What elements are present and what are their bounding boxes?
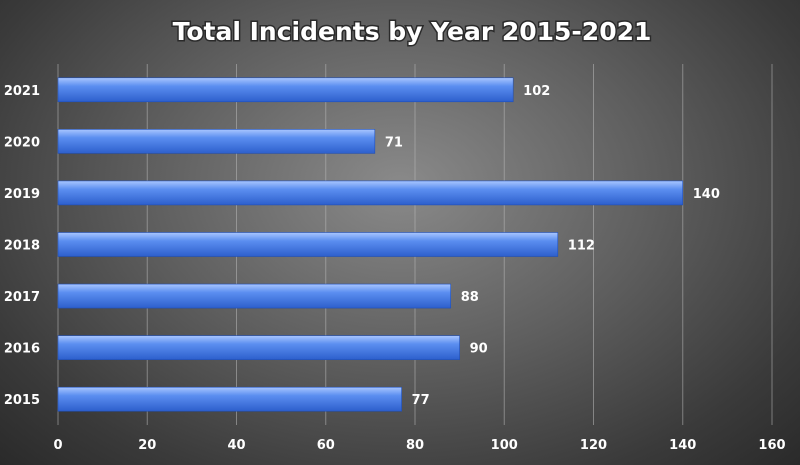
bar-2016 xyxy=(57,335,460,360)
bars xyxy=(57,77,684,412)
data-label-2018: 112 xyxy=(568,239,595,254)
data-label-2020: 71 xyxy=(385,135,403,150)
bar-2015 xyxy=(57,386,402,412)
category-label-2021: 2021 xyxy=(4,84,40,99)
chart-title: Total Incidents by Year 2015-2021 xyxy=(173,17,652,46)
category-label-2020: 2020 xyxy=(4,135,40,150)
category-label-2015: 2015 xyxy=(4,393,40,408)
category-labels: 2021 2020 2019 2018 2017 2016 2015 xyxy=(4,84,40,408)
data-labels: 102 71 140 112 88 90 77 xyxy=(385,84,720,408)
bar-2017 xyxy=(57,283,452,309)
x-tick-label: 40 xyxy=(227,438,245,453)
x-tick-label: 120 xyxy=(580,438,607,453)
bar-2018 xyxy=(57,232,559,257)
data-label-2017: 88 xyxy=(461,290,479,305)
x-tick-label: 80 xyxy=(406,438,424,453)
category-label-2019: 2019 xyxy=(4,187,40,202)
bar-2021 xyxy=(57,77,514,103)
data-label-2019: 140 xyxy=(693,187,720,202)
bar-2020 xyxy=(57,129,376,154)
x-tick-label: 0 xyxy=(53,438,62,453)
x-tick-label: 140 xyxy=(669,438,696,453)
x-tick-label: 160 xyxy=(758,438,785,453)
x-tick-label: 100 xyxy=(491,438,518,453)
x-tick-label: 60 xyxy=(317,438,335,453)
x-axis-ticks: 0 20 40 60 80 100 120 140 160 xyxy=(53,438,785,453)
data-label-2015: 77 xyxy=(412,393,430,408)
bar-2019 xyxy=(57,180,684,206)
category-label-2017: 2017 xyxy=(4,290,40,305)
category-label-2018: 2018 xyxy=(4,239,40,254)
category-label-2016: 2016 xyxy=(4,342,40,357)
x-tick-label: 20 xyxy=(138,438,156,453)
data-label-2016: 90 xyxy=(470,342,488,357)
data-label-2021: 102 xyxy=(523,84,550,99)
